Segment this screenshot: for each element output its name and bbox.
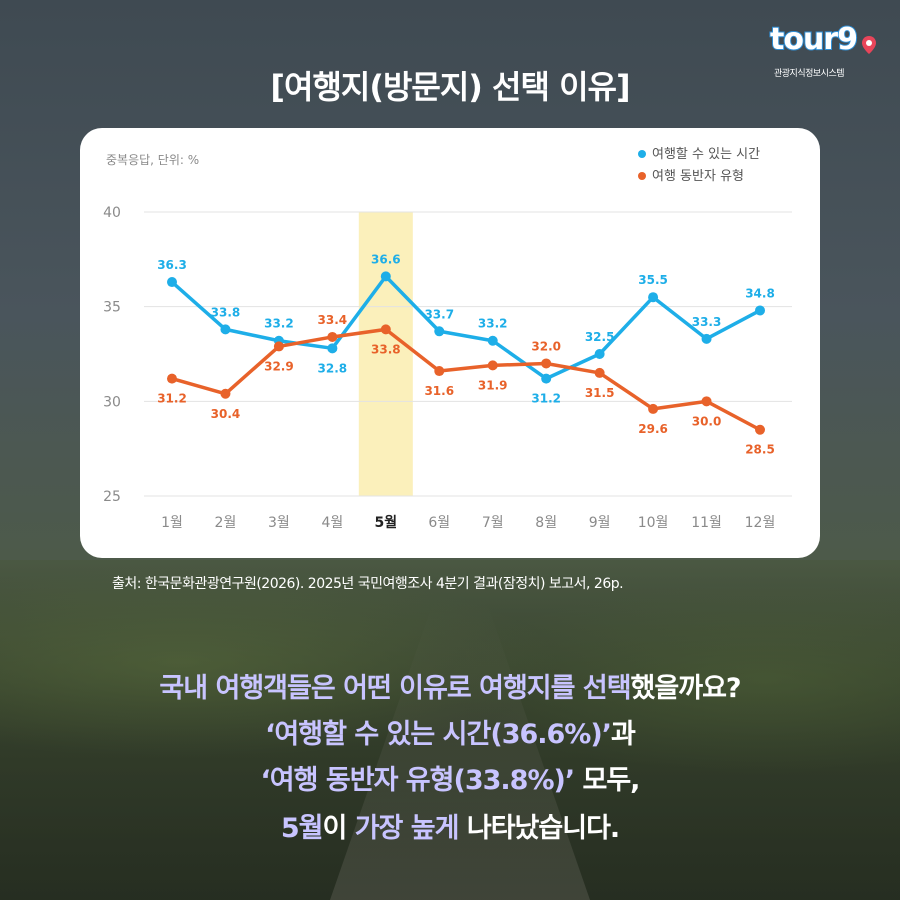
data-point <box>487 360 498 371</box>
message-line-1: 국내 여행객들은 어떤 이유로 여행지를 선택했을까요? <box>0 666 900 705</box>
data-point <box>220 324 231 335</box>
message-text: 이 <box>322 813 355 844</box>
data-label: 32.5 <box>585 330 615 344</box>
data-label: 32.9 <box>264 359 294 373</box>
y-tick-label: 35 <box>103 300 121 316</box>
message-text: 과 <box>610 719 636 750</box>
x-tick-label: 7월 <box>482 515 504 531</box>
x-tick-label: 12월 <box>745 515 776 531</box>
data-label: 32.0 <box>531 339 561 353</box>
page-title: [여행지(방문지) 선택 이유] <box>270 68 630 106</box>
legend-label: 여행 동반자 유형 <box>652 168 744 184</box>
data-label: 33.8 <box>211 305 241 319</box>
background-hillside <box>0 560 900 900</box>
data-label: 33.4 <box>318 313 348 327</box>
data-label: 31.6 <box>424 384 454 398</box>
data-point <box>541 373 552 384</box>
chart-note: 중복응답, 단위: % <box>106 153 199 167</box>
x-tick-label: 3월 <box>268 515 290 531</box>
message-line-2: ‘여행할 수 있는 시간(36.6%)’과 <box>0 712 900 751</box>
data-point <box>701 333 712 344</box>
series-line <box>171 327 761 432</box>
data-point <box>327 331 338 342</box>
message-highlight: 국내 여행객들은 어떤 이유로 여행지를 선택 <box>159 673 631 704</box>
legend-marker <box>638 150 646 158</box>
logo-wordmark: tour9 <box>769 21 859 58</box>
source-note: 출처: 한국문화관광연구원(2026). 2025년 국민여행조사 4분기 결과… <box>112 576 624 592</box>
y-tick-label: 25 <box>103 489 121 505</box>
y-tick-label: 30 <box>103 394 121 410</box>
data-point <box>648 292 659 303</box>
x-tick-label: 8월 <box>535 515 557 531</box>
data-label: 33.2 <box>478 317 508 331</box>
legend-label: 여행할 수 있는 시간 <box>652 146 760 162</box>
data-label: 34.8 <box>745 286 775 300</box>
x-tick-label: 6월 <box>428 515 450 531</box>
data-label: 33.3 <box>692 315 722 329</box>
data-label: 31.2 <box>531 392 561 406</box>
data-label: 33.8 <box>371 342 401 356</box>
data-point <box>594 349 605 359</box>
data-label: 35.5 <box>638 273 668 287</box>
data-point <box>380 324 391 335</box>
data-point <box>755 305 765 316</box>
data-label: 33.2 <box>264 317 294 331</box>
series-line <box>170 274 761 381</box>
data-point <box>541 358 552 369</box>
message-line-4: 5월이 가장 높게 나타났습니다. <box>0 806 900 845</box>
line-chart: 25 30 35 40 1월 2월 3월 4월 5월 6월 7월 8월 9월 10월 11월 12월 중복응답,… <box>103 146 792 531</box>
message-line-3: ‘여행 동반자 유형(33.8%)’ 모두, <box>0 758 900 797</box>
data-label: 28.5 <box>745 443 775 457</box>
data-label: 33.7 <box>424 307 454 321</box>
tour9-logo: tour9 관광지식정보시스템 <box>766 21 876 82</box>
location-pin-icon <box>862 36 876 54</box>
data-point <box>167 277 177 288</box>
legend-marker <box>638 172 646 180</box>
data-point <box>167 373 177 384</box>
data-label: 36.3 <box>157 258 187 272</box>
data-point <box>273 341 284 352</box>
x-tick-label: 4월 <box>321 515 343 531</box>
data-point <box>594 367 605 378</box>
data-point <box>220 388 231 399</box>
logo-subtitle: 관광지식정보시스템 <box>774 69 845 79</box>
data-label: 32.8 <box>318 361 348 375</box>
message-highlight: ‘여행할 수 있는 시간(36.6%)’ <box>265 719 612 750</box>
data-label: 31.2 <box>157 392 187 406</box>
x-tick-label: 1월 <box>161 515 183 531</box>
highlight-band <box>358 212 413 496</box>
message-text: 했을까요? <box>630 673 742 704</box>
data-label: 29.6 <box>638 422 668 436</box>
message-highlight: 가장 높게 <box>354 813 460 844</box>
data-point <box>434 366 445 377</box>
x-tick-label: 11월 <box>691 515 722 531</box>
message-text: 나타났습니다. <box>458 813 620 844</box>
data-point <box>701 396 712 407</box>
data-point <box>434 326 445 337</box>
message-highlight: 5월 <box>280 813 324 844</box>
message-highlight: ‘여행 동반자 유형(33.8%)’ <box>260 765 576 796</box>
x-tick-label: 9월 <box>589 515 611 531</box>
x-tick-label: 2월 <box>215 515 237 531</box>
message-text: 모두, <box>574 765 640 796</box>
x-tick-label: 10월 <box>638 515 669 531</box>
data-label: 30.0 <box>692 414 722 428</box>
data-point <box>380 271 391 282</box>
data-label: 30.4 <box>211 407 241 421</box>
y-tick-label: 40 <box>103 205 121 221</box>
chart-card: 25 30 35 40 1월 2월 3월 4월 5월 6월 7월 8월 9월 10월 11월 12월 중복응답,… <box>80 128 820 558</box>
data-point <box>487 335 498 346</box>
data-point <box>327 343 338 354</box>
data-label: 31.9 <box>478 378 508 392</box>
data-point <box>755 424 765 435</box>
data-label: 36.6 <box>371 252 401 266</box>
data-point <box>648 403 659 414</box>
x-tick-label: 5월 <box>375 514 398 531</box>
data-label: 31.5 <box>585 386 615 400</box>
